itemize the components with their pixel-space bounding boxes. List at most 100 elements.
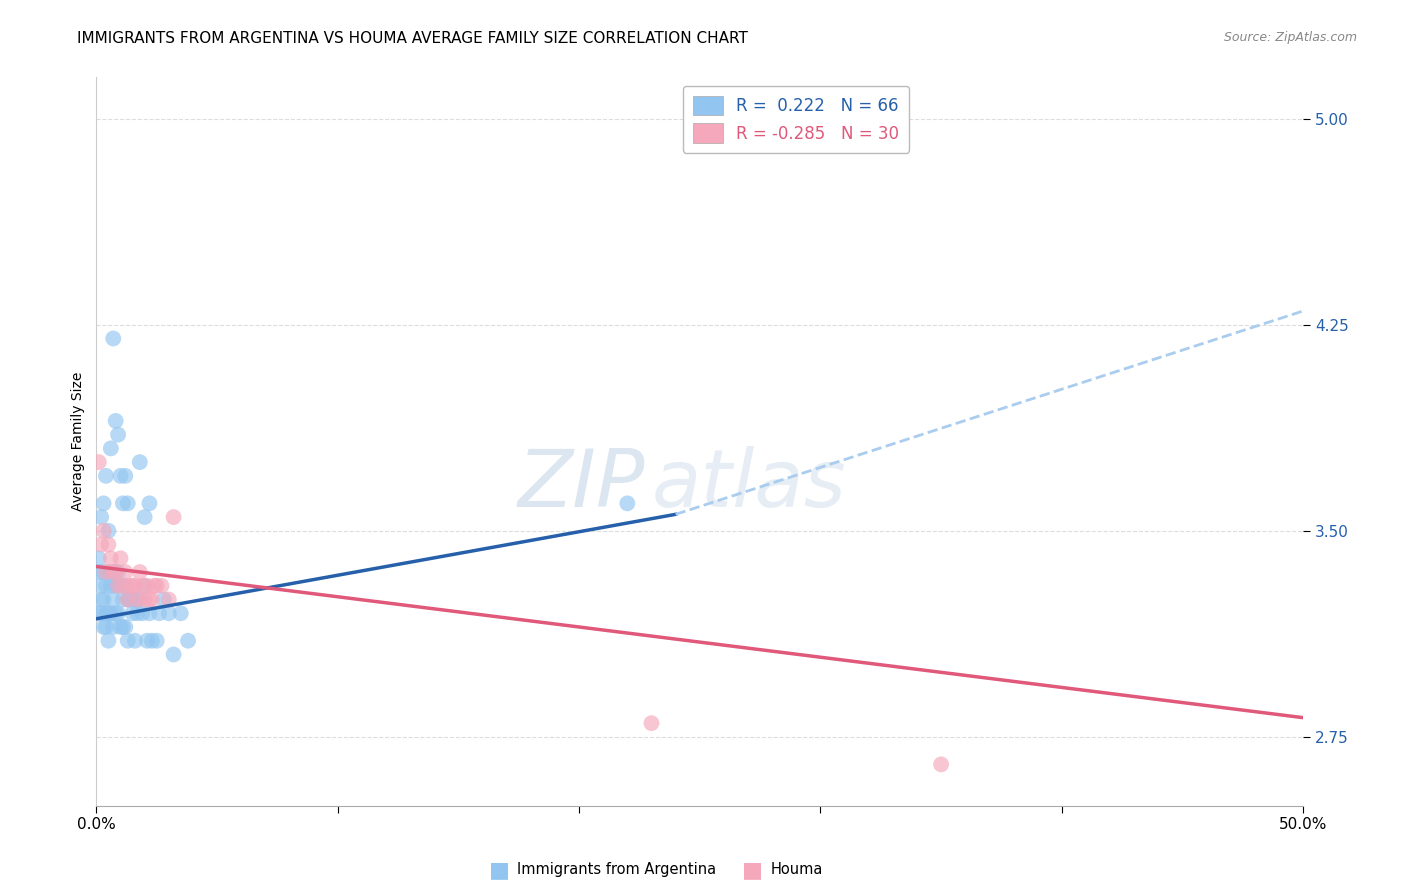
Point — [134, 510, 156, 524]
Point — [111, 579, 134, 593]
Point — [117, 592, 139, 607]
Point — [120, 579, 142, 593]
Text: ZIP: ZIP — [517, 446, 645, 524]
Point — [110, 620, 132, 634]
Point — [150, 579, 173, 593]
Point — [138, 592, 160, 607]
Point — [138, 607, 160, 621]
Point — [97, 537, 120, 551]
Point — [124, 633, 146, 648]
Point — [87, 607, 110, 621]
Point — [127, 592, 149, 607]
Text: ■: ■ — [489, 860, 509, 880]
Point — [90, 579, 112, 593]
Y-axis label: Average Family Size: Average Family Size — [72, 372, 86, 511]
Point — [110, 551, 132, 566]
Point — [90, 592, 112, 607]
Text: Source: ZipAtlas.com: Source: ZipAtlas.com — [1223, 31, 1357, 45]
Point — [107, 565, 129, 579]
Point — [141, 592, 163, 607]
Point — [103, 620, 125, 634]
Point — [100, 442, 122, 456]
Point — [153, 592, 176, 607]
Point — [162, 510, 184, 524]
Point — [110, 468, 132, 483]
Point — [103, 565, 125, 579]
Point — [111, 592, 134, 607]
Point — [929, 757, 952, 772]
Point — [104, 607, 127, 621]
Point — [114, 565, 136, 579]
Point — [128, 592, 150, 607]
Point — [111, 496, 134, 510]
Point — [104, 565, 127, 579]
Legend: R =  0.222   N = 66, R = -0.285   N = 30: R = 0.222 N = 66, R = -0.285 N = 30 — [683, 86, 910, 153]
Point — [141, 633, 163, 648]
Point — [100, 607, 122, 621]
Point — [148, 607, 170, 621]
Point — [103, 565, 125, 579]
Point — [94, 579, 117, 593]
Point — [114, 468, 136, 483]
Point — [114, 620, 136, 634]
Point — [170, 607, 193, 621]
Point — [117, 496, 139, 510]
Point — [127, 607, 149, 621]
Point — [103, 331, 125, 345]
Point — [94, 565, 117, 579]
Point — [94, 607, 117, 621]
Point — [134, 592, 156, 607]
Point — [117, 592, 139, 607]
Point — [131, 579, 153, 593]
Point — [114, 579, 136, 593]
Text: ■: ■ — [742, 860, 762, 880]
Point — [128, 565, 150, 579]
Point — [100, 551, 122, 566]
Point — [97, 524, 120, 538]
Point — [90, 607, 112, 621]
Point — [117, 633, 139, 648]
Point — [87, 551, 110, 566]
Point — [103, 592, 125, 607]
Point — [145, 633, 167, 648]
Point — [107, 579, 129, 593]
Point — [143, 579, 166, 593]
Point — [107, 427, 129, 442]
Point — [145, 579, 167, 593]
Text: Immigrants from Argentina: Immigrants from Argentina — [517, 863, 717, 877]
Point — [138, 496, 160, 510]
Point — [177, 633, 200, 648]
Point — [104, 579, 127, 593]
Point — [131, 607, 153, 621]
Point — [136, 579, 159, 593]
Point — [157, 607, 180, 621]
Point — [97, 565, 120, 579]
Point — [121, 607, 143, 621]
Point — [90, 510, 112, 524]
Text: atlas: atlas — [651, 446, 846, 524]
Point — [136, 633, 159, 648]
Point — [100, 579, 122, 593]
Point — [93, 592, 115, 607]
Point — [157, 592, 180, 607]
Point — [124, 579, 146, 593]
Point — [93, 524, 115, 538]
Point — [107, 607, 129, 621]
Point — [128, 455, 150, 469]
Point — [93, 620, 115, 634]
Point — [94, 468, 117, 483]
Point — [134, 579, 156, 593]
Point — [640, 716, 662, 731]
Point — [97, 633, 120, 648]
Point — [90, 537, 112, 551]
Point — [121, 579, 143, 593]
Point — [616, 496, 638, 510]
Point — [104, 414, 127, 428]
Point — [162, 648, 184, 662]
Point — [93, 496, 115, 510]
Text: Houma: Houma — [770, 863, 823, 877]
Point — [97, 607, 120, 621]
Point — [124, 592, 146, 607]
Point — [87, 565, 110, 579]
Point — [120, 592, 142, 607]
